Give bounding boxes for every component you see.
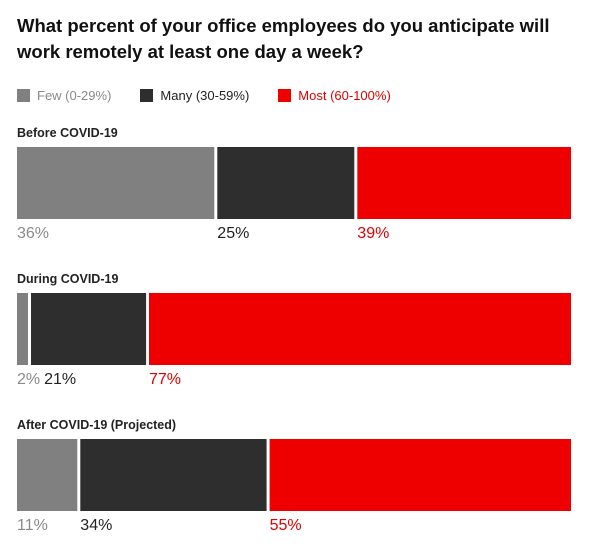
legend-label-most: Most (60-100%): [298, 87, 391, 103]
legend-item-most: Most (60-100%): [278, 87, 391, 103]
legend-swatch-many: [140, 88, 154, 102]
category-label-before-covid-19: Before COVID-19: [17, 126, 118, 140]
legend-label-many: Many (30-59%): [160, 87, 250, 103]
value-label-after-covid-19-projected-most: 55%: [270, 517, 302, 534]
legend-swatch-few: [17, 88, 30, 102]
bar-after-covid-19-projected-many: [80, 439, 267, 511]
bar-before-covid-19-most: [357, 147, 571, 219]
bar-before-covid-19-many: [217, 147, 355, 219]
bar-during-covid-19-most: [149, 293, 571, 365]
bar-after-covid-19-projected-most: [269, 439, 571, 511]
value-label-before-covid-19-many: 25%: [217, 225, 249, 242]
legend: Few (0-29%) Many (30-59%) Most (60-100%): [17, 86, 420, 104]
legend-label-few: Few (0-29%): [37, 87, 112, 103]
bar-before-covid-19-few: [17, 147, 215, 219]
value-label-before-covid-19-most: 39%: [357, 225, 389, 242]
legend-item-many: Many (30-59%): [140, 88, 249, 103]
value-label-before-covid-19-few: 36%: [17, 225, 49, 242]
legend-item-few: Few (0-29%): [17, 88, 111, 103]
bar-during-covid-19-few: [17, 293, 28, 365]
value-label-during-covid-19-most: 77%: [149, 371, 181, 388]
legend-swatch-most: [278, 88, 292, 102]
category-label-during-covid-19: During COVID-19: [17, 272, 118, 286]
category-label-after-covid-19-projected: After COVID-19 (Projected): [17, 418, 176, 432]
bar-after-covid-19-projected-few: [17, 439, 78, 511]
chart-title: What percent of your office employees do…: [17, 15, 550, 62]
value-label-after-covid-19-projected-many: 34%: [80, 517, 112, 534]
bar-during-covid-19-many: [31, 293, 147, 365]
value-label-after-covid-19-projected-few: 11%: [17, 517, 48, 534]
value-label-during-covid-19-many: 21%: [44, 371, 76, 388]
value-label-during-covid-19-few: 2%: [17, 371, 40, 388]
